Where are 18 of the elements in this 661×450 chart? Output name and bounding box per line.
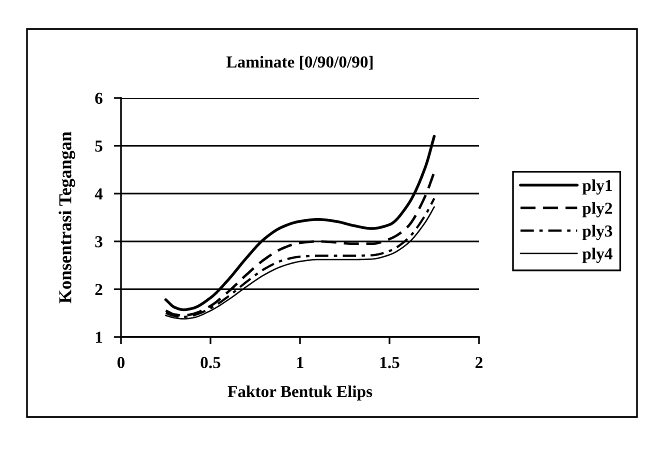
x-tick-label: 0.5: [200, 356, 220, 368]
y-tick-label: 3: [95, 236, 102, 248]
y-tick-label: 5: [95, 140, 102, 152]
x-tick-label: 1: [297, 357, 304, 368]
chart-title: Laminate [0/90/0/90]: [226, 56, 373, 70]
y-tick-label: 1: [96, 332, 102, 343]
x-tick-label: 1.5: [380, 357, 400, 368]
y-axis-title: Konsentrasi Tegangan: [58, 132, 76, 304]
x-tick-label: 0: [117, 356, 125, 368]
x-tick-label: 2: [476, 356, 482, 368]
y-tick-label: 4: [94, 188, 103, 200]
legend-label: ply2: [582, 202, 612, 218]
legend-label: ply4: [582, 248, 612, 263]
x-axis-title: Faktor Bentuk Elips: [228, 385, 372, 401]
y-tick-label: 6: [95, 92, 102, 104]
y-tick-label: 2: [95, 284, 102, 295]
legend-label: ply1: [582, 179, 612, 195]
legend-label: ply3: [582, 224, 612, 240]
